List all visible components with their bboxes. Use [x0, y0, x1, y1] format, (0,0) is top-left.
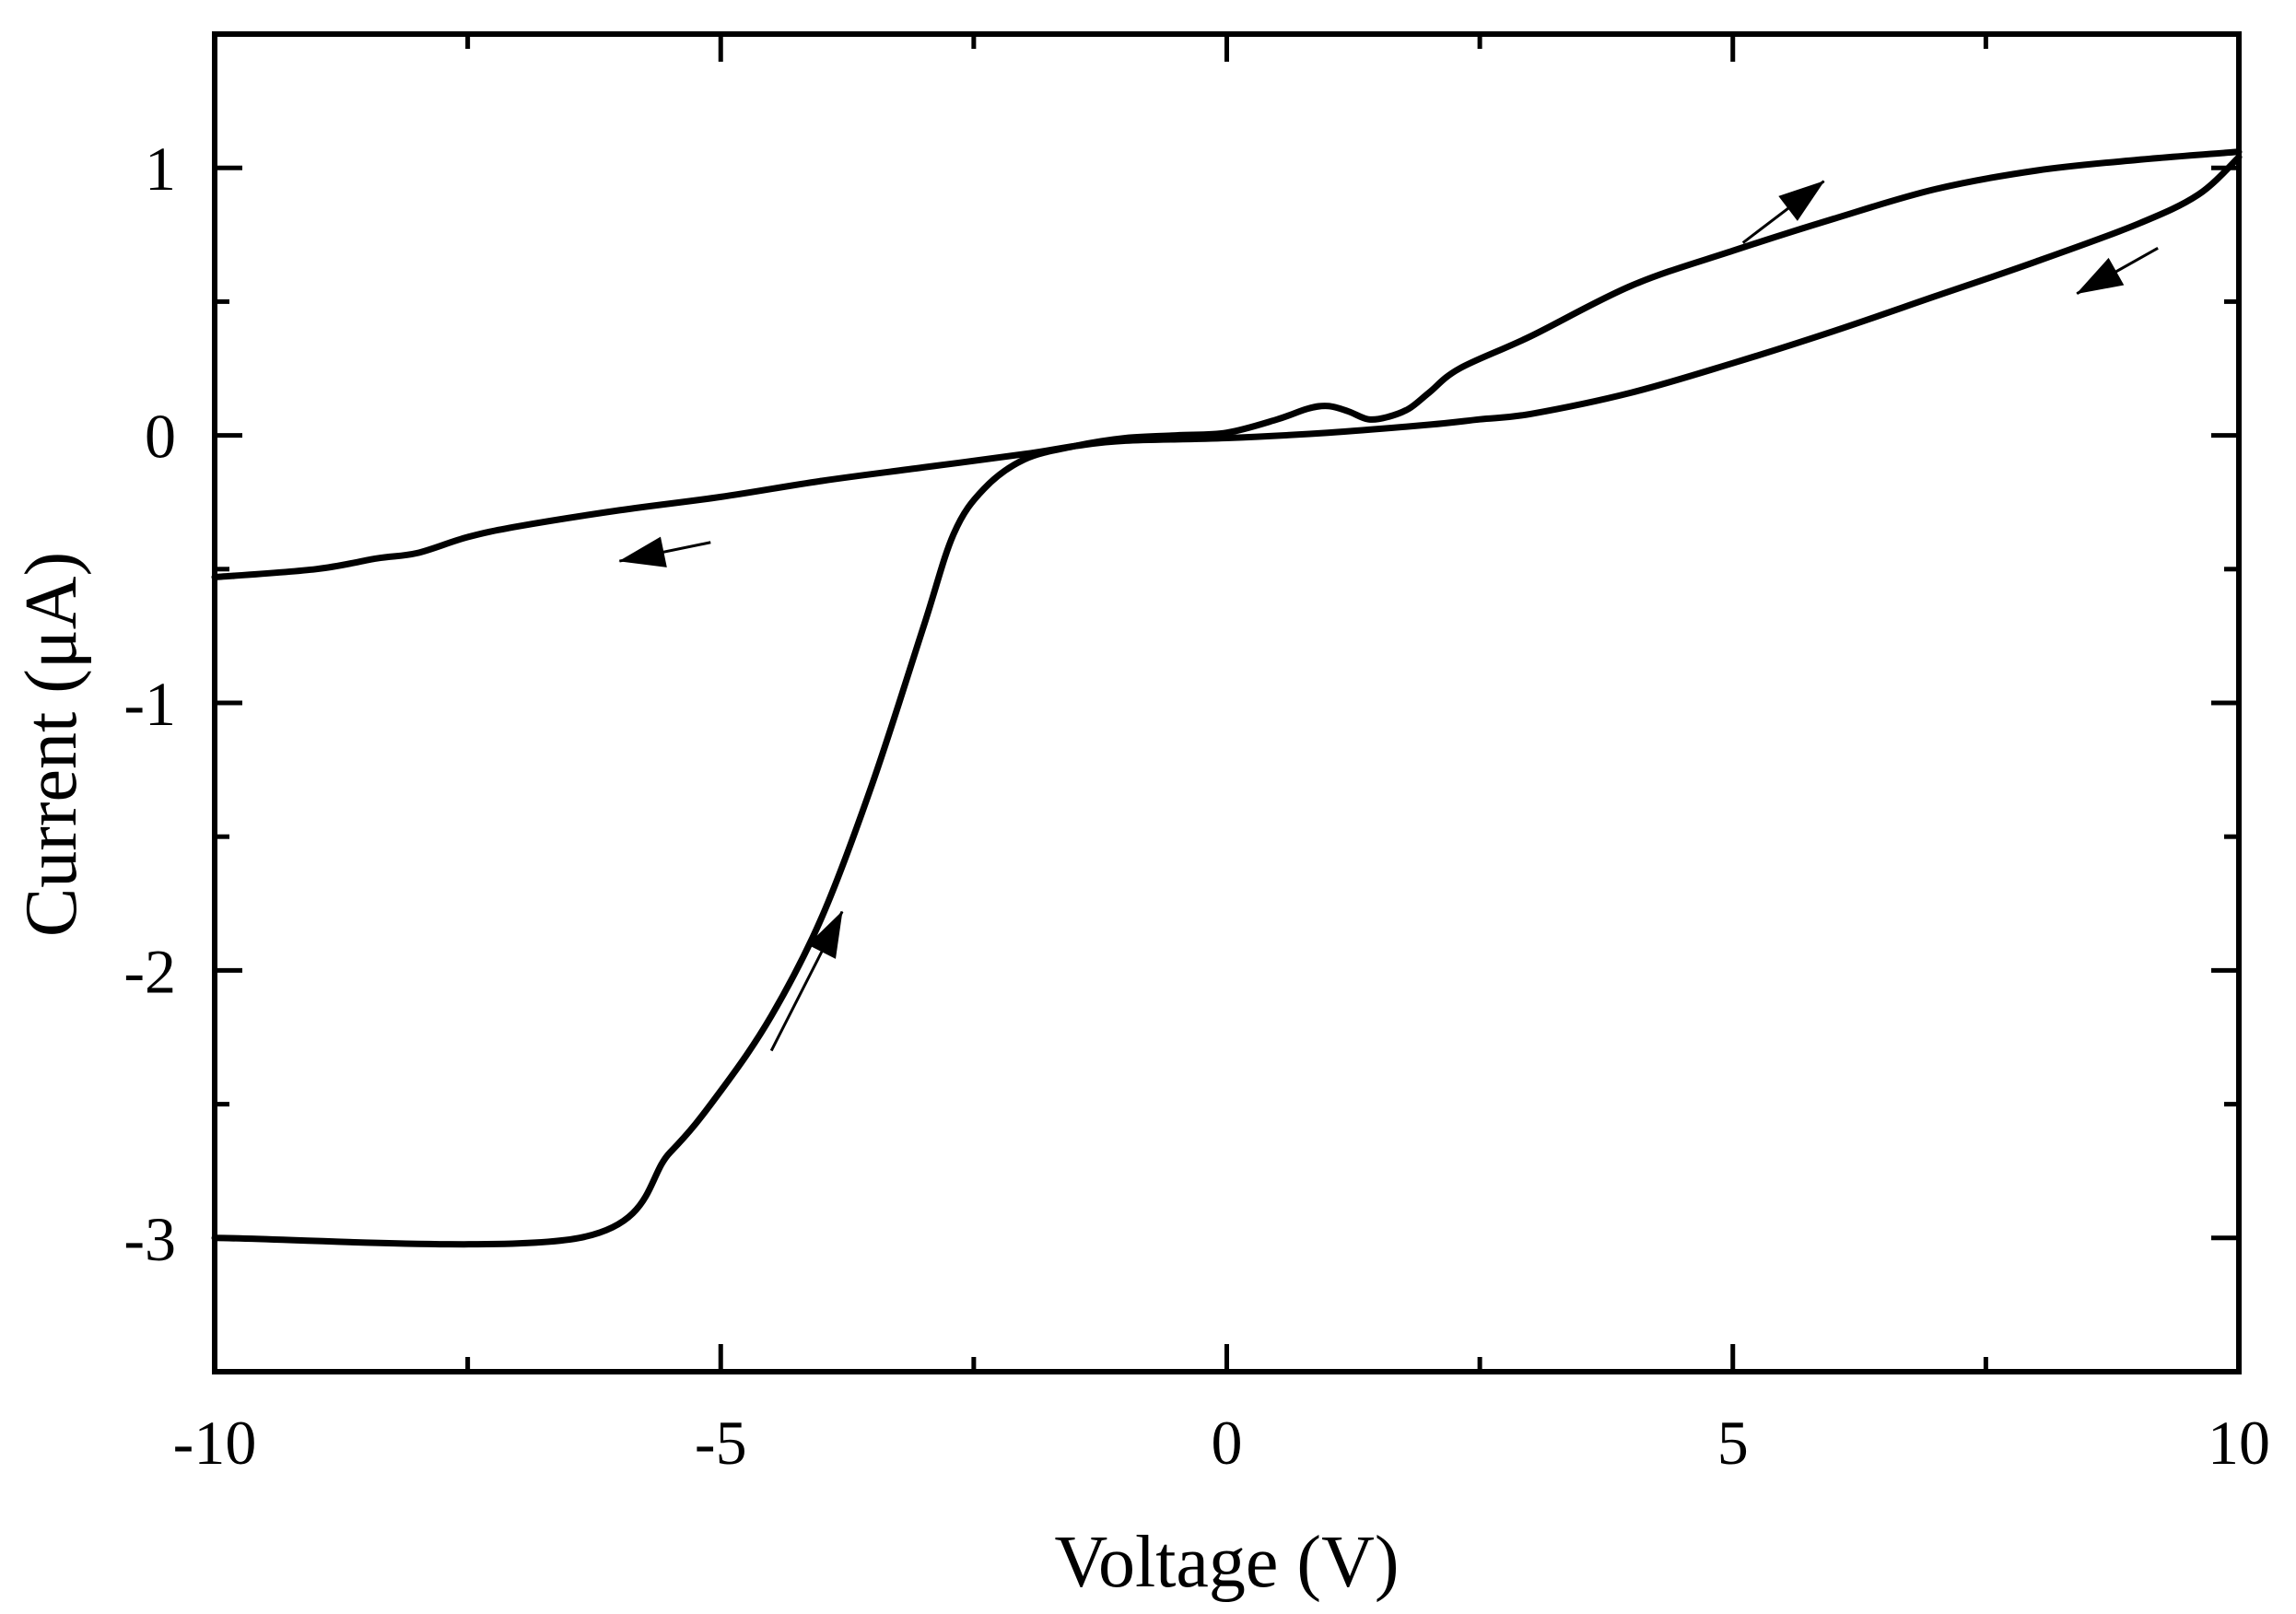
data-series — [211, 148, 2243, 1248]
sweep-direction-arrow — [618, 536, 711, 567]
plot-area — [212, 31, 2242, 1374]
sweep-direction-arrow — [2076, 247, 2159, 295]
sweep-direction-arrow — [1741, 180, 1825, 244]
sweep-direction-arrow — [769, 910, 844, 1052]
x-axis-title: Voltage (V) — [1055, 1522, 1400, 1603]
y-tick-label: 0 — [145, 402, 176, 472]
series-line-1 — [211, 154, 2243, 580]
y-tick-label: -1 — [123, 669, 176, 739]
y-tick-label: -3 — [123, 1204, 176, 1274]
x-tick-label: -5 — [695, 1408, 747, 1478]
x-tick-label: 10 — [2208, 1408, 2270, 1478]
tick-labels: -10 -5 0 5 10-3-2-101 — [123, 134, 2270, 1478]
y-tick-label: -2 — [123, 936, 176, 1006]
x-tick-label: 0 — [1212, 1408, 1243, 1478]
x-tick-label: 5 — [1717, 1408, 1749, 1478]
x-tick-label: -10 — [173, 1408, 257, 1478]
plot-frame — [212, 31, 2242, 1374]
direction-arrows — [618, 180, 2159, 1052]
series-line-2 — [211, 148, 2243, 1248]
y-tick-label: 1 — [145, 134, 176, 204]
y-axis-title: Current (μA) — [11, 552, 92, 937]
axis-ticks — [212, 34, 2242, 1372]
